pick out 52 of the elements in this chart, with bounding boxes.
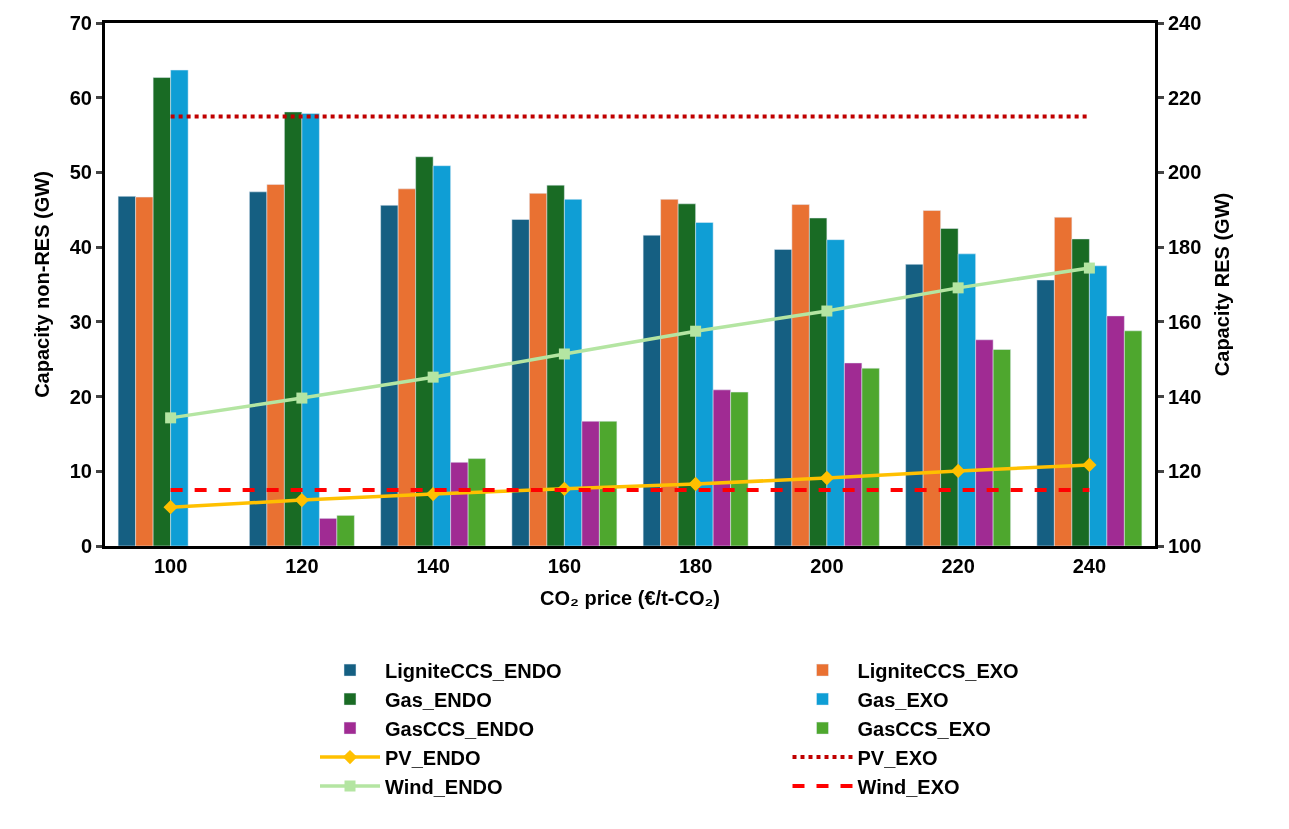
y2-tick-label: 100 (1168, 535, 1202, 557)
point (952, 282, 964, 294)
point (294, 492, 310, 508)
y2-tick-label: 180 (1168, 236, 1202, 259)
y-tick-label: 40 (69, 236, 92, 259)
legend-label: GasCCS_EXO (857, 717, 991, 740)
y-tick-label: 70 (69, 12, 92, 34)
legend-label: PV_EXO (857, 746, 938, 769)
y2-axis-title: Capacity RES (GW) (1210, 192, 1233, 377)
x-tick-label: 100 (153, 555, 188, 577)
x-tick-label: 220 (941, 555, 975, 577)
point (690, 325, 702, 337)
y-axis-title: Capacity non-RES (GW) (31, 171, 54, 398)
point (427, 371, 439, 383)
x-tick-label: 180 (678, 555, 713, 577)
legend-label: Gas_EXO (857, 688, 949, 711)
y-tick-label: 60 (69, 86, 92, 109)
y-tick-label: 10 (69, 460, 92, 483)
point (1083, 262, 1095, 274)
y2-tick-label: 240 (1168, 12, 1202, 34)
x-tick-label: 160 (547, 555, 582, 577)
point (425, 486, 441, 502)
legend-label: Wind_ENDO (385, 775, 503, 798)
y2-tick-label: 120 (1168, 460, 1202, 483)
legend-label: Wind_EXO (857, 775, 960, 798)
y-tick-label: 0 (80, 535, 92, 557)
point (165, 412, 177, 424)
y2-tick-label: 220 (1168, 86, 1202, 109)
legend-label: PV_ENDO (385, 746, 481, 769)
x-axis-title: CO₂ price (€/t-CO₂) (539, 586, 721, 609)
legend-label: LigniteCCS_ENDO (385, 659, 562, 682)
point (821, 305, 833, 317)
x-tick-label: 120 (285, 555, 319, 577)
y2-tick-label: 140 (1168, 385, 1202, 408)
x-tick-label: 200 (810, 555, 844, 577)
legend-label: GasCCS_ENDO (385, 717, 534, 740)
y2-tick-label: 160 (1168, 310, 1202, 333)
y-tick-label: 20 (69, 385, 92, 408)
x-tick-label: 140 (416, 555, 450, 577)
y-tick-label: 50 (69, 161, 92, 184)
y-tick-label: 30 (69, 310, 92, 333)
legend-label: Gas_ENDO (385, 688, 492, 711)
point (1082, 457, 1097, 473)
point (558, 348, 570, 360)
point (950, 463, 966, 479)
point (819, 470, 835, 486)
point (688, 476, 703, 492)
point (163, 500, 178, 515)
x-tick-label: 240 (1072, 555, 1107, 577)
legend-label: LigniteCCS_EXO (857, 659, 1019, 682)
point (296, 392, 308, 404)
y2-tick-label: 200 (1168, 161, 1202, 184)
